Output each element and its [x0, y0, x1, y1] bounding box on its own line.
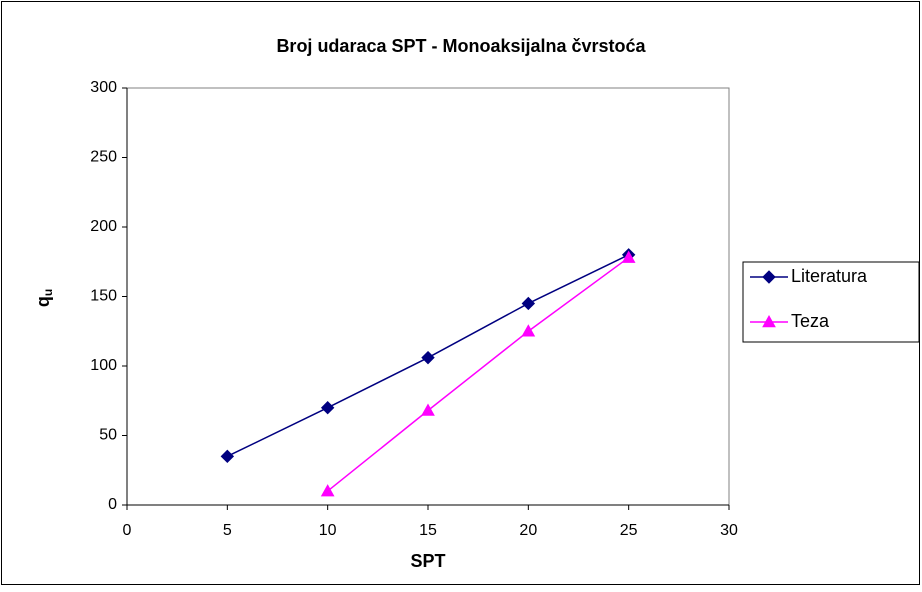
- chart-title: Broj udaraca SPT - Monoaksijalna čvrstoć…: [276, 36, 646, 56]
- y-tick-label: 100: [90, 357, 117, 374]
- y-axis-title-group: qu: [33, 289, 55, 307]
- x-tick-label: 5: [223, 522, 232, 539]
- x-tick-label: 30: [720, 522, 738, 539]
- data-point: [421, 350, 435, 365]
- data-point: [220, 449, 235, 464]
- y-tick-label: 250: [90, 149, 117, 166]
- legend-label: Literatura: [791, 266, 868, 286]
- y-tick-label: 150: [90, 288, 117, 305]
- data-point: [320, 400, 335, 415]
- plot-area: [126, 87, 730, 506]
- y-tick-label: 300: [90, 79, 117, 96]
- x-tick-label: 20: [519, 522, 537, 539]
- legend-label: Teza: [791, 311, 830, 331]
- x-tick-label: 0: [123, 522, 132, 539]
- series-line: [327, 256, 630, 492]
- x-tick-label: 10: [319, 522, 337, 539]
- y-axis-title-main: q: [33, 296, 53, 307]
- data-point: [320, 484, 335, 497]
- y-tick-label: 200: [90, 218, 117, 235]
- x-tick-label: 15: [419, 522, 437, 539]
- legend-marker: [762, 314, 776, 328]
- x-axis-title: SPT: [410, 551, 445, 571]
- data-point: [521, 324, 536, 337]
- y-axis-title-sub: u: [41, 289, 55, 296]
- y-tick-label: 0: [108, 496, 117, 513]
- legend-marker: [762, 270, 776, 284]
- data-point: [421, 403, 435, 416]
- data-point: [521, 296, 536, 311]
- y-tick-label: 50: [99, 427, 117, 444]
- y-axis-title: qu: [33, 289, 55, 307]
- x-tick-label: 25: [620, 522, 638, 539]
- data-point: [621, 250, 636, 263]
